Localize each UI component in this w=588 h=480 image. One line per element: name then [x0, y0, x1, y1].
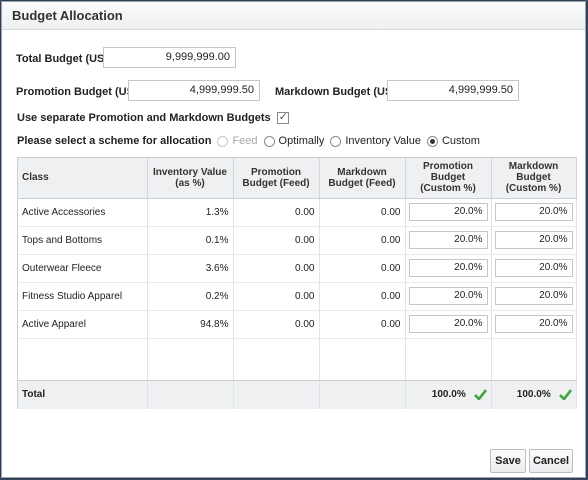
- inventory-cell: 3.6%: [147, 254, 234, 283]
- markdown-feed-cell: 0.00: [319, 226, 406, 255]
- radio-inventory-value-label: Inventory Value: [345, 135, 421, 147]
- markdown-budget-label: Markdown Budget (USD): [275, 86, 404, 98]
- table-row: Active Apparel 94.8% 0.00 0.00 20.0% 20.…: [18, 310, 577, 339]
- promo-custom-input[interactable]: 20.0%: [408, 259, 488, 277]
- radio-custom[interactable]: Custom: [426, 135, 480, 147]
- markdown-custom-cell: 20.0%: [491, 226, 577, 255]
- valid-check-icon: [558, 389, 572, 401]
- separate-budgets-checkbox[interactable]: ✓: [276, 111, 289, 124]
- total-markdown-custom-value: 100.0%: [516, 389, 551, 401]
- markdown-feed-cell: 0.00: [319, 198, 406, 227]
- promo-feed-cell: 0.00: [233, 254, 320, 283]
- markdown-custom-input[interactable]: 20.0%: [494, 287, 573, 305]
- save-button[interactable]: Save: [490, 449, 526, 473]
- promo-custom-input[interactable]: 20.0%: [408, 287, 488, 305]
- table-row: Outerwear Fleece 3.6% 0.00 0.00 20.0% 20…: [18, 254, 577, 283]
- table-row: Fitness Studio Apparel 0.2% 0.00 0.00 20…: [18, 282, 577, 311]
- allocation-scheme-label: Please select a scheme for allocation: [17, 135, 212, 147]
- separate-budgets-row: Use separate Promotion and Markdown Budg…: [17, 111, 289, 124]
- markdown-custom-cell: 20.0%: [491, 282, 577, 311]
- allocation-scheme-row: Please select a scheme for allocation Fe…: [17, 135, 486, 147]
- inventory-cell: 0.1%: [147, 226, 234, 255]
- promotion-budget-label: Promotion Budget (USD): [16, 86, 146, 98]
- promo-feed-cell: 0.00: [233, 198, 320, 227]
- markdown-feed-cell: 0.00: [319, 282, 406, 311]
- table-row: Tops and Bottoms 0.1% 0.00 0.00 20.0% 20…: [18, 226, 577, 255]
- markdown-custom-cell: 20.0%: [491, 254, 577, 283]
- markdown-feed-cell: 0.00: [319, 254, 406, 283]
- column-header-inventory[interactable]: Inventory Value (as %): [147, 158, 234, 199]
- promo-feed-cell: 0.00: [233, 226, 320, 255]
- allocation-table: Class Inventory Value (as %) Promotion B…: [17, 157, 577, 409]
- radio-dot-icon: [217, 135, 229, 147]
- promo-feed-cell: 0.00: [233, 282, 320, 311]
- markdown-custom-cell: 20.0%: [491, 310, 577, 339]
- radio-optimally-label: Optimally: [278, 135, 325, 147]
- total-markdown-custom-cell: 100.0%: [491, 380, 577, 409]
- table-header-row: Class Inventory Value (as %) Promotion B…: [18, 158, 577, 199]
- inventory-cell: 94.8%: [147, 310, 234, 339]
- promo-custom-input[interactable]: 20.0%: [408, 315, 488, 333]
- promo-custom-cell: 20.0%: [405, 226, 492, 255]
- radio-dot-icon: [330, 135, 342, 147]
- radio-dot-icon: [263, 135, 275, 147]
- class-cell: Tops and Bottoms: [18, 226, 148, 255]
- promotion-budget-input[interactable]: 4,999,999.50: [128, 80, 260, 101]
- promo-feed-cell: 0.00: [233, 310, 320, 339]
- column-header-promo-feed[interactable]: Promotion Budget (Feed): [233, 158, 320, 199]
- markdown-custom-input[interactable]: 20.0%: [494, 203, 573, 221]
- total-label: Total: [18, 380, 148, 409]
- class-cell: Fitness Studio Apparel: [18, 282, 148, 311]
- inventory-cell: 1.3%: [147, 198, 234, 227]
- checkmark-icon: ✓: [278, 111, 288, 123]
- radio-dot-icon: [426, 135, 438, 147]
- table-row: Active Accessories 1.3% 0.00 0.00 20.0% …: [18, 198, 577, 227]
- promo-custom-cell: 20.0%: [405, 254, 492, 283]
- markdown-custom-cell: 20.0%: [491, 198, 577, 227]
- radio-inventory-value[interactable]: Inventory Value: [330, 135, 421, 147]
- markdown-budget-input[interactable]: 4,999,999.50: [387, 80, 519, 101]
- promo-custom-cell: 20.0%: [405, 198, 492, 227]
- inventory-cell: 0.2%: [147, 282, 234, 311]
- total-row: Total 100.0% 100.0%: [18, 380, 577, 409]
- total-promo-custom-value: 100.0%: [431, 389, 466, 401]
- class-cell: Active Apparel: [18, 310, 148, 339]
- markdown-feed-cell: 0.00: [319, 310, 406, 339]
- total-promo-custom-cell: 100.0%: [405, 380, 492, 409]
- promo-custom-input[interactable]: 20.0%: [408, 231, 488, 249]
- total-budget-input[interactable]: 9,999,999.00: [103, 47, 236, 68]
- markdown-custom-input[interactable]: 20.0%: [494, 231, 573, 249]
- total-budget-label: Total Budget (USD): [16, 53, 117, 65]
- class-cell: Outerwear Fleece: [18, 254, 148, 283]
- promo-custom-cell: 20.0%: [405, 282, 492, 311]
- radio-optimally[interactable]: Optimally: [263, 135, 325, 147]
- empty-table-area: [18, 338, 577, 381]
- promo-custom-cell: 20.0%: [405, 310, 492, 339]
- radio-feed-label: Feed: [232, 135, 258, 147]
- valid-check-icon: [473, 389, 487, 401]
- class-cell: Active Accessories: [18, 198, 148, 227]
- cancel-button[interactable]: Cancel: [529, 449, 573, 473]
- dialog-title: Budget Allocation: [12, 8, 123, 23]
- markdown-custom-input[interactable]: 20.0%: [494, 259, 573, 277]
- column-header-class[interactable]: Class: [18, 158, 148, 199]
- column-header-markdown-custom[interactable]: Markdown Budget (Custom %): [491, 158, 577, 199]
- radio-feed[interactable]: Feed: [217, 135, 258, 147]
- radio-custom-label: Custom: [441, 135, 480, 147]
- markdown-custom-input[interactable]: 20.0%: [494, 315, 573, 333]
- separate-budgets-label: Use separate Promotion and Markdown Budg…: [17, 112, 271, 124]
- dialog-titlebar: Budget Allocation: [2, 2, 585, 30]
- column-header-markdown-feed[interactable]: Markdown Budget (Feed): [319, 158, 406, 199]
- column-header-promo-custom[interactable]: Promotion Budget (Custom %): [405, 158, 492, 199]
- promo-custom-input[interactable]: 20.0%: [408, 203, 488, 221]
